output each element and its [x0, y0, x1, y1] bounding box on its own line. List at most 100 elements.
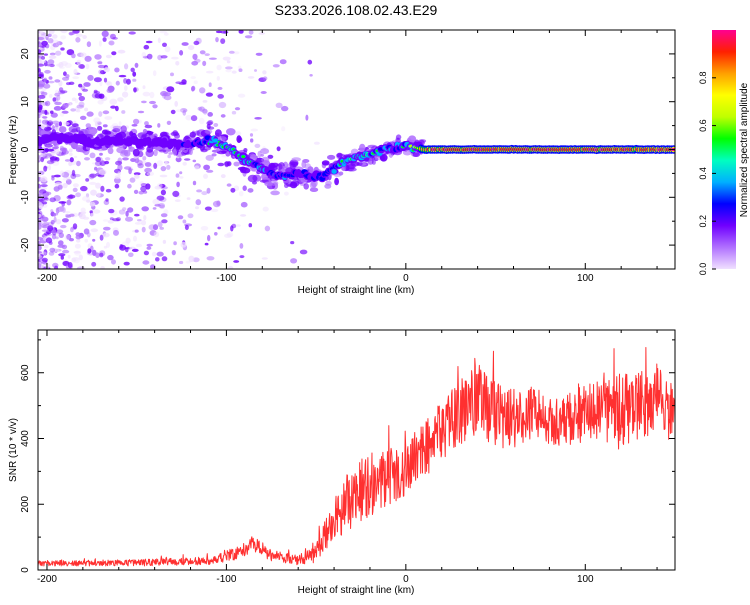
spectrogram-noise-blob [52, 248, 57, 252]
spectrogram-noise-blob [96, 192, 101, 197]
spectrogram-noise-blob [48, 165, 52, 171]
spectrogram-noise-blob [213, 123, 219, 127]
spectrogram-noise-blob [220, 38, 226, 44]
spectrogram-x-axis-label: Height of straight line (km) [298, 285, 415, 296]
spectrogram-noise-blob [190, 115, 198, 122]
spectrogram-noise-blob [89, 201, 96, 207]
spectrogram-noise-blob [179, 50, 184, 56]
spectrogram-noise-blob [133, 172, 141, 176]
colorbar-tick-label: 0.0 [698, 263, 708, 276]
spectrogram-ridge-halo-blob [145, 149, 154, 158]
x-tick-label: 0 [403, 574, 409, 585]
spectrogram-noise-blob [127, 207, 134, 213]
spectrogram-noise-blob [38, 236, 43, 240]
spectrogram-noise-blob [41, 257, 48, 263]
spectrogram-noise-blob [179, 176, 184, 179]
spectrogram-noise-blob [65, 215, 72, 218]
spectrogram-ridge-halo-blob [44, 126, 52, 132]
spectrogram-noise-blob [54, 148, 60, 155]
spectrogram-noise-blob [90, 228, 99, 233]
spectrogram-y-axis-label: Frequency (Hz) [8, 116, 19, 185]
spectrogram-noise-blob [188, 255, 195, 262]
spectrogram-ridge-mid [204, 135, 211, 141]
spectrogram-noise-blob [99, 234, 104, 241]
spectrogram-noise-blob [137, 110, 145, 114]
spectrogram-noise-blob [115, 160, 123, 166]
spectrogram-noise-blob [126, 78, 131, 85]
spectrogram-ridge-halo-blob [188, 148, 193, 156]
spectrogram-noise-blob [47, 221, 54, 228]
spectrogram-noise-blob [73, 155, 78, 159]
spectrogram-noise-blob [42, 116, 48, 119]
spectrogram-noise-blob [140, 185, 147, 192]
spectrogram-noise-blob [234, 107, 241, 111]
spectrogram-noise-blob [47, 38, 54, 44]
spectrogram-ridge-halo-blob [196, 129, 207, 138]
spectrogram-ridge-halo-blob [88, 127, 98, 135]
spectrogram-noise-blob [54, 79, 61, 83]
spectrogram-noise-blob [75, 235, 82, 240]
spectrogram-noise-blob [83, 228, 90, 235]
spectrogram-noise-blob [152, 104, 158, 109]
spectrogram-ridge-halo-blob [204, 129, 213, 134]
spectrogram-noise-blob [51, 234, 57, 240]
spectrogram-noise-blob [38, 108, 41, 113]
spectrogram-noise-blob [198, 106, 205, 112]
spectrogram-ridge-halo-blob [211, 153, 217, 157]
spectrogram-noise-blob [133, 87, 137, 93]
spectrogram-noise-blob [57, 206, 65, 212]
spectrogram-noise-blob [144, 121, 149, 126]
x-tick-label: 100 [577, 273, 594, 284]
spectrogram-noise-blob [47, 59, 55, 65]
spectrogram-noise-blob [105, 54, 112, 59]
spectrogram-noise-blob [84, 107, 89, 112]
spectrogram-noise-blob [105, 198, 109, 202]
spectrogram-noise-blob [95, 252, 100, 258]
spectrogram-noise-blob [262, 70, 267, 75]
spectrogram-ridge-halo-blob [412, 152, 420, 157]
spectrogram-noise-blob [163, 95, 172, 101]
spectrogram-noise-blob [166, 86, 175, 93]
spectrogram-noise-blob [262, 206, 269, 212]
spectrogram-noise-blob [48, 30, 55, 35]
spectrogram-noise-blob [128, 168, 132, 175]
spectrogram-noise-blob [128, 31, 136, 35]
spectrogram-ridge-halo-blob [120, 125, 127, 134]
spectrogram-ridge-halo-blob [233, 161, 240, 167]
spectrogram-noise-blob [240, 201, 248, 208]
spectrogram-noise-blob [163, 32, 169, 36]
spectrogram-noise-blob [102, 219, 109, 222]
spectrogram-noise-blob [94, 164, 102, 168]
spectrogram-noise-blob [38, 244, 42, 251]
spectrogram-ridge-halo-blob [70, 142, 78, 148]
spectrogram-noise-blob [207, 234, 211, 242]
spectrogram-noise-blob [212, 200, 221, 208]
spectrogram-noise-blob [86, 41, 92, 48]
spectrogram-noise-blob [216, 76, 220, 81]
spectrogram-noise-blob [143, 44, 150, 50]
spectrogram-noise-blob [195, 199, 202, 206]
spectrogram-noise-blob [193, 40, 200, 46]
spectrogram-noise-blob [121, 110, 126, 114]
spectrogram-noise-blob [142, 156, 147, 161]
spectrogram-noise-blob [247, 76, 255, 79]
spectrogram-noise-blob [164, 46, 171, 53]
spectrogram-noise-blob [58, 80, 63, 87]
spectrogram-noise-blob [38, 47, 43, 50]
spectrogram-ridge-halo-blob [241, 167, 251, 174]
spectrogram-noise-blob [146, 53, 153, 60]
spectrogram-noise-blob [205, 92, 213, 97]
spectrogram-noise-blob [146, 171, 155, 176]
spectrogram-ridge-halo-blob [418, 139, 427, 143]
spectrogram-noise-blob [203, 173, 208, 179]
spectrogram-noise-blob [103, 77, 108, 83]
spectrogram-ridge-halo-blob [205, 154, 214, 161]
spectrogram-noise-blob [51, 229, 57, 236]
spectrogram-ridge-halo-blob [252, 181, 257, 185]
spectrogram-noise-blob [52, 34, 58, 39]
spectrogram-noise-blob [124, 63, 129, 70]
spectrogram-noise-blob [38, 99, 42, 102]
spectrogram-noise-blob [66, 199, 72, 206]
x-tick-label: -100 [216, 574, 236, 585]
spectrogram-noise-blob [56, 41, 63, 46]
